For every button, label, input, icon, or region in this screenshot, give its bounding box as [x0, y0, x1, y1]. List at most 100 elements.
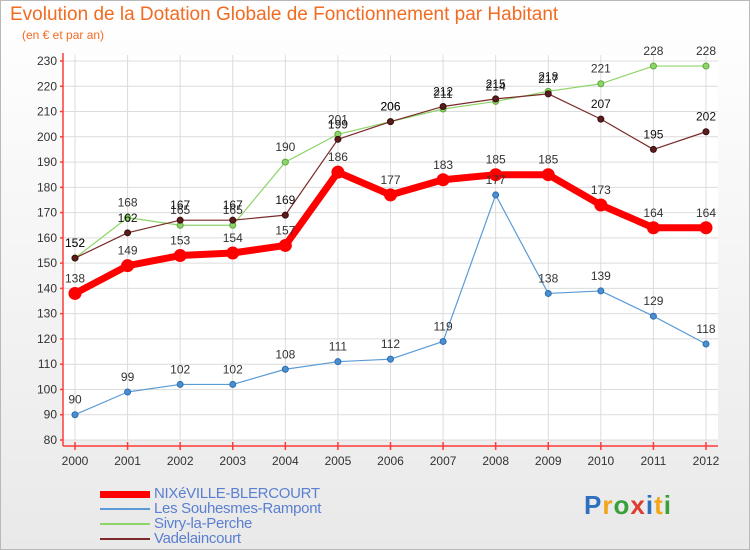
legend-label-vadelaincourt: Vadelaincourt [154, 530, 241, 547]
x-tick-label-2011: 2011 [641, 454, 667, 468]
series-3-label-2008: 215 [486, 77, 506, 91]
series-2-label-2009: 218 [538, 69, 558, 83]
series-0-label-2012: 164 [696, 206, 716, 220]
series-0-label-2006: 177 [380, 173, 400, 187]
series-0-label-2008: 185 [486, 153, 506, 167]
series-3-point-2003 [229, 216, 237, 224]
series-0-point-2006 [384, 188, 397, 202]
logo-letter-4: i [645, 490, 655, 520]
legend-label-nixeville: NIXéVILLE-BLERCOURT [154, 485, 320, 502]
series-0-label-2009: 185 [538, 153, 558, 167]
series-1-label-2005: 111 [329, 340, 348, 354]
series-1-label-2000: 90 [68, 393, 82, 407]
series-1-point-2005 [334, 358, 342, 366]
series-1-point-2009 [544, 289, 552, 297]
series-3-label-2005: 199 [328, 117, 348, 131]
series-1-label-2007: 119 [434, 319, 453, 333]
proxiti-logo: Proxiti [584, 490, 672, 521]
series-3-point-2012 [702, 128, 710, 136]
legend-swatch-nixeville [100, 491, 150, 498]
series-3-point-2008 [492, 95, 500, 103]
legend-swatch-vadelaincourt [100, 538, 150, 540]
logo-letter-1: r [602, 490, 614, 520]
y-tick-label-220: 220 [37, 79, 57, 93]
series-2-label-2007: 211 [434, 87, 453, 101]
series-2-label-2000: 152 [65, 236, 85, 250]
series-0-point-2009 [541, 168, 555, 182]
y-tick-label-80: 80 [44, 433, 58, 447]
series-1-point-2007 [439, 337, 447, 345]
series-1-point-2001 [124, 388, 132, 396]
y-tick-label-140: 140 [37, 281, 57, 295]
series-1-point-2003 [229, 380, 237, 388]
logo-letter-6: i [663, 490, 672, 520]
series-2-label-2005: 201 [328, 112, 348, 126]
series-3-point-2006 [387, 118, 394, 126]
series-1-point-2010 [597, 287, 605, 295]
x-tick-label-2006: 2006 [377, 454, 404, 468]
series-0-label-2005: 186 [328, 150, 348, 164]
series-1-label-2009: 138 [538, 271, 558, 285]
series-3-point-2002 [176, 216, 184, 224]
y-tick-label-110: 110 [38, 357, 57, 371]
series-3-point-2010 [597, 115, 605, 123]
series-2-label-2004: 190 [275, 140, 295, 154]
series-2-point-2001 [124, 214, 132, 222]
series-3-point-2007 [439, 102, 447, 110]
series-1-point-2006 [387, 355, 394, 363]
y-tick-label-180: 180 [37, 180, 57, 194]
x-tick-label-2000: 2000 [62, 454, 89, 468]
series-1-label-2001: 99 [121, 370, 135, 384]
series-0-point-2003 [226, 246, 240, 260]
series-0-label-2002: 153 [170, 234, 190, 248]
series-0-label-2010: 173 [591, 183, 611, 197]
series-1-label-2003: 102 [223, 362, 243, 376]
series-2-label-2002: 165 [170, 203, 190, 217]
series-3-point-2000 [71, 254, 79, 262]
series-0-point-2011 [646, 221, 660, 235]
legend-label-sivry: Sivry-la-Perche [154, 515, 253, 532]
series-1-label-2012: 118 [696, 322, 715, 336]
series-1-label-2011: 129 [643, 294, 663, 308]
y-tick-label-120: 120 [37, 332, 57, 346]
series-3-label-2001: 162 [118, 211, 138, 225]
series-3-point-2011 [649, 145, 657, 153]
series-1-label-2010: 139 [591, 269, 611, 283]
series-1-label-2008: 177 [486, 173, 506, 187]
series-3-point-2005 [334, 135, 342, 143]
series-2-point-2004 [281, 158, 289, 166]
legend-swatch-sivry [100, 523, 150, 525]
series-2-point-2010 [597, 80, 605, 88]
series-2-point-2012 [702, 62, 710, 70]
y-tick-label-130: 130 [37, 307, 57, 321]
logo-letter-2: o [613, 490, 631, 520]
x-tick-label-2007: 2007 [430, 454, 457, 468]
y-tick-label-210: 210 [37, 105, 57, 119]
series-2-point-2011 [649, 62, 657, 70]
x-tick-label-2010: 2010 [587, 454, 614, 468]
series-0-point-2005 [331, 165, 345, 179]
series-0-label-2000: 138 [65, 271, 85, 285]
series-0-point-2002 [173, 249, 187, 263]
y-tick-label-170: 170 [37, 206, 57, 220]
x-tick-label-2002: 2002 [167, 454, 194, 468]
series-1-point-2008 [492, 191, 500, 199]
series-3-label-2002: 167 [170, 198, 190, 212]
series-0-label-2007: 183 [433, 158, 453, 172]
series-3-point-2009 [544, 90, 552, 98]
x-tick-label-2009: 2009 [535, 454, 562, 468]
chart-title: Evolution de la Dotation Globale de Fonc… [10, 4, 559, 25]
series-0-point-2000 [68, 286, 82, 300]
series-2-label-2006: 206 [380, 100, 400, 114]
series-1-point-2002 [176, 380, 184, 388]
y-tick-label-160: 160 [37, 231, 57, 245]
series-2-label-2003: 165 [223, 203, 243, 217]
series-1-label-2004: 108 [275, 347, 295, 361]
logo-letter-0: P [584, 490, 603, 520]
series-1-point-2004 [281, 365, 289, 373]
x-tick-label-2003: 2003 [219, 454, 246, 468]
y-tick-label-230: 230 [37, 54, 57, 68]
chart-subtitle: (en € et par an) [22, 28, 105, 42]
series-3-label-2006: 206 [380, 100, 400, 114]
